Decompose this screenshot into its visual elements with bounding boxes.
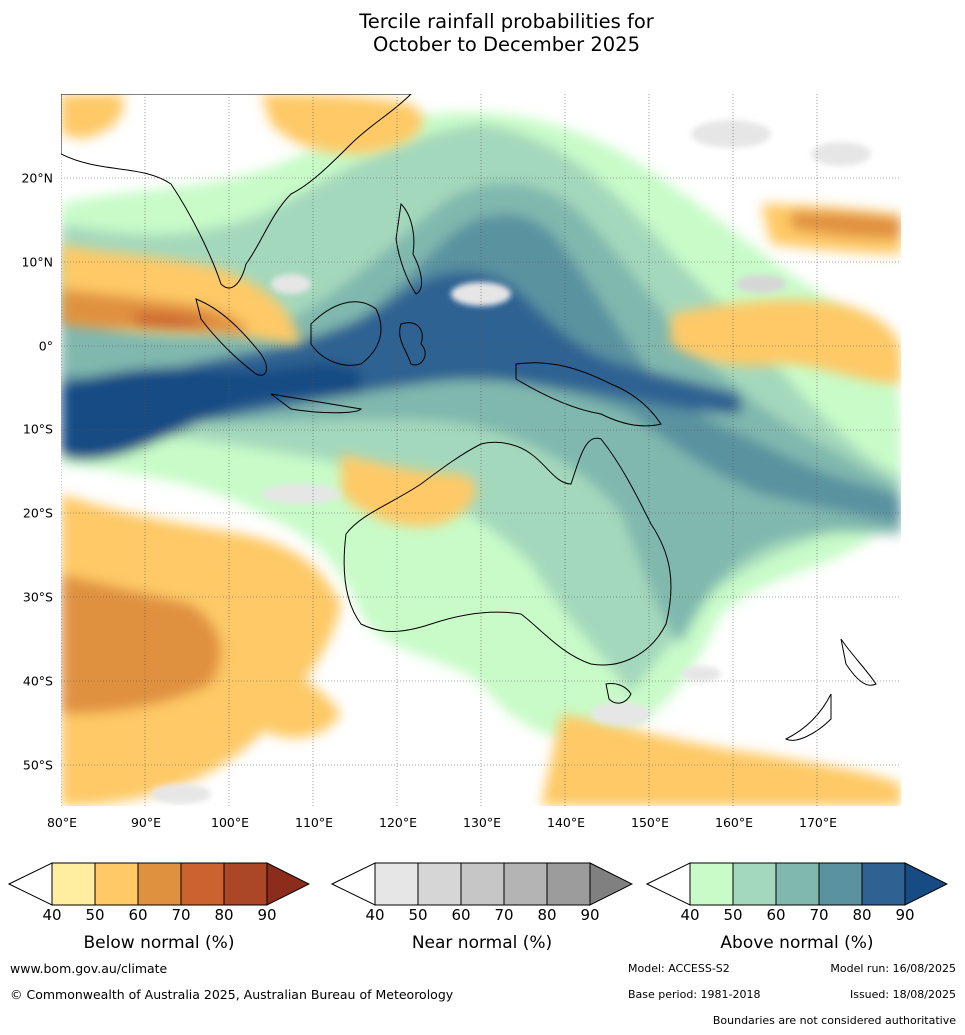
above-colorbar-swatch-1	[689, 862, 734, 906]
issued-text: Issued: 18/08/2025	[849, 988, 956, 1001]
lat-label-10s: 10°S	[22, 421, 53, 437]
near-tick-70: 70	[494, 906, 514, 924]
lat-label-50s: 50°S	[22, 757, 53, 773]
lat-label-40s: 40°S	[22, 673, 53, 689]
model-text: Model: ACCESS-S2	[628, 962, 730, 975]
below-tick-80: 80	[214, 906, 234, 924]
new-guinea-coastline	[515, 362, 662, 427]
below-tick-40: 40	[42, 906, 62, 924]
lon-label-120e: 120°E	[378, 815, 418, 830]
below-tick-60: 60	[128, 906, 148, 924]
above-normal-label: Above normal (%)	[720, 933, 874, 953]
near-colorbar-swatch-3	[460, 862, 505, 906]
near-tick-60: 60	[451, 906, 471, 924]
lat-label-10n: 10°N	[21, 254, 53, 270]
near-colorbar-low-arrow	[331, 862, 376, 906]
rainfall-probability-map	[61, 94, 901, 806]
near-colorbar-swatch-4	[503, 862, 548, 906]
borneo-coastline	[310, 301, 382, 366]
above-tick-50: 50	[723, 906, 743, 924]
website-link[interactable]: www.bom.gov.au/climate	[10, 961, 168, 976]
near-colorbar-swatch-2	[417, 862, 462, 906]
near-normal-patches	[151, 120, 871, 804]
near-colorbar-swatch-5	[546, 862, 591, 906]
lon-label-80e: 80°E	[46, 815, 78, 830]
map-gridlines	[61, 94, 901, 806]
new-zealand-south-coastline	[784, 693, 832, 741]
model-run-text: Model run: 16/08/2025	[830, 962, 956, 975]
philippines-coastline	[395, 202, 423, 295]
below-tick-50: 50	[85, 906, 105, 924]
below-colorbar-swatch-3	[137, 862, 182, 906]
near-colorbar-swatch-1	[374, 862, 419, 906]
lon-label-150e: 150°E	[630, 815, 670, 830]
above-colorbar-swatch-5	[861, 862, 906, 906]
mainland-asia-coastline	[61, 94, 412, 289]
lon-label-170e: 170°E	[798, 815, 838, 830]
lon-label-100e: 100°E	[210, 815, 250, 830]
below-normal-colorbar	[8, 862, 310, 906]
near-colorbar-high-arrow	[589, 862, 633, 906]
below-normal-label: Below normal (%)	[83, 933, 235, 953]
above-tick-40: 40	[680, 906, 700, 924]
new-zealand-north-coastline	[840, 638, 877, 686]
title-line-1: Tercile rainfall probabilities for	[359, 10, 654, 33]
above-tick-70: 70	[809, 906, 829, 924]
lon-label-160e: 160°E	[714, 815, 754, 830]
base-period-text: Base period: 1981-2018	[628, 988, 761, 1001]
lon-label-140e: 140°E	[546, 815, 586, 830]
near-tick-50: 50	[408, 906, 428, 924]
above-colorbar-high-arrow	[904, 862, 948, 906]
above-colorbar-swatch-3	[775, 862, 820, 906]
lon-label-130e: 130°E	[462, 815, 502, 830]
lon-label-90e: 90°E	[130, 815, 162, 830]
tasmania-coastline	[605, 683, 632, 704]
java-coastline	[270, 393, 363, 414]
below-colorbar-swatch-2	[94, 862, 139, 906]
near-normal-label: Near normal (%)	[411, 933, 553, 953]
below-colorbar-swatch-4	[180, 862, 225, 906]
disclaimer-text: Boundaries are not considered authoritat…	[712, 1014, 956, 1027]
near-normal-colorbar	[331, 862, 633, 906]
above-colorbar-swatch-4	[818, 862, 863, 906]
above-tick-90: 90	[895, 906, 915, 924]
below-colorbar-swatch-5	[223, 862, 268, 906]
lat-label-20n: 20°N	[21, 170, 53, 186]
above-normal-colorbar	[646, 862, 948, 906]
lat-label-0: 0°	[38, 338, 53, 354]
above-colorbar-low-arrow	[646, 862, 691, 906]
title-line-2: October to December 2025	[373, 33, 640, 56]
copyright-text: © Commonwealth of Australia 2025, Austra…	[10, 987, 454, 1002]
lon-label-110e: 110°E	[294, 815, 334, 830]
above-tick-60: 60	[766, 906, 786, 924]
near-tick-90: 90	[580, 906, 600, 924]
near-tick-80: 80	[537, 906, 557, 924]
below-tick-70: 70	[171, 906, 191, 924]
lat-label-30s: 30°S	[22, 589, 53, 605]
australia-coastline	[343, 437, 672, 666]
sumatra-coastline	[195, 298, 267, 376]
above-colorbar-swatch-2	[732, 862, 777, 906]
below-colorbar-high-arrow	[266, 862, 310, 906]
above-tick-80: 80	[852, 906, 872, 924]
lat-label-20s: 20°S	[22, 505, 53, 521]
below-colorbar-swatch-1	[51, 862, 96, 906]
chart-title: Tercile rainfall probabilities for Octob…	[0, 10, 965, 56]
below-tick-90: 90	[257, 906, 277, 924]
sulawesi-coastline	[399, 322, 426, 366]
below-colorbar-low-arrow	[8, 862, 53, 906]
near-tick-40: 40	[365, 906, 385, 924]
